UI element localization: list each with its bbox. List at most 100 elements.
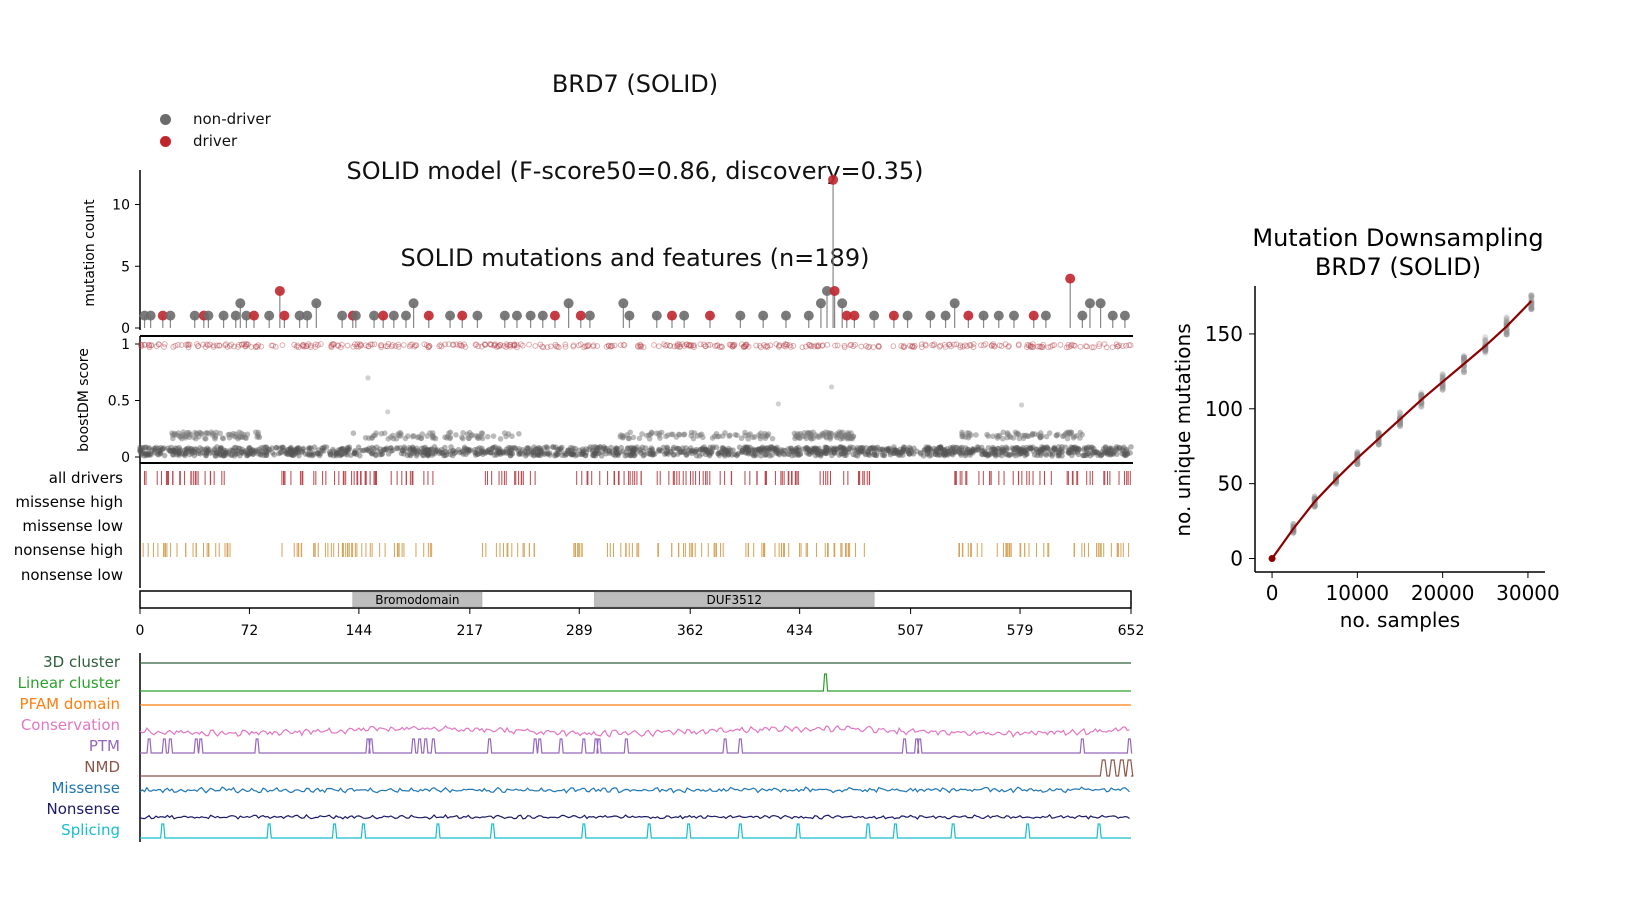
boostdm-point-low — [739, 447, 745, 454]
boostdm-point-low — [982, 449, 988, 455]
boostdm-point-low — [245, 450, 251, 456]
protein-domains: Bromodomain DUF3512 0 72 144 217 289 362 434 507 5… — [136, 590, 1145, 639]
boostdm-point-low — [1049, 453, 1055, 459]
boostdm-point-low — [283, 449, 289, 456]
boostdm-point-low — [355, 444, 362, 450]
boostdm-point-mid — [688, 432, 694, 439]
boostdm-point-low — [743, 445, 750, 452]
needle-nondriver-head — [978, 310, 989, 321]
boostdm-point-low — [858, 448, 865, 455]
boostdm-point-low — [1044, 444, 1050, 450]
boostdm-point-low — [926, 444, 932, 451]
boostdm-point-low — [908, 447, 915, 454]
boostdm-point-low — [538, 448, 545, 455]
boostdm-point-low — [1041, 446, 1048, 453]
boostdm-point-low — [989, 449, 996, 456]
boostdm-point-low — [913, 448, 920, 455]
boostdm-point-low — [627, 451, 633, 458]
boostdm-point-low — [810, 447, 816, 453]
boostdm-point-low — [1012, 452, 1019, 459]
boostdm-point-low — [516, 445, 522, 452]
boostdm-point-low — [830, 446, 837, 453]
boostdm-point-low — [137, 446, 144, 453]
boostdm-point-low — [933, 447, 940, 453]
boostdm-plot: 0 0.5 1 boostDM score — [76, 335, 1134, 466]
boostdm-point-low — [1018, 450, 1025, 457]
boostdm-point-mid — [479, 435, 486, 442]
boostdm-point-low — [1014, 448, 1021, 454]
boostdm-point-low — [333, 451, 339, 458]
boostdm-point-low — [155, 445, 162, 452]
boostdm-point-low — [310, 452, 317, 458]
boostdm-point-low — [632, 446, 639, 452]
boostdm-point-low — [995, 445, 1002, 452]
boostdm-point-low — [263, 452, 270, 458]
boostdm-point-low — [1062, 444, 1069, 451]
boostdm-point-low — [503, 446, 510, 453]
boostdm-point-low — [670, 446, 677, 452]
boostdm-point-low — [622, 452, 629, 459]
boostdm-point-low — [768, 444, 774, 451]
protein-x-tick-label: 652 — [1118, 623, 1145, 639]
boostdm-point-low — [957, 450, 964, 457]
boostdm-point-low — [721, 451, 728, 458]
boostdm-point-low — [1046, 446, 1052, 453]
boostdm-point-low — [859, 445, 866, 451]
boostdm-point-low — [1022, 452, 1028, 459]
boostdm-point-low — [508, 446, 514, 453]
boostdm-point-low — [142, 444, 149, 450]
boostdm-point-low — [647, 451, 654, 458]
downsampling-replicate-point — [1439, 386, 1446, 393]
boostdm-point-low — [1113, 445, 1120, 452]
boostdm-point-low — [476, 445, 483, 451]
boostdm-point-low — [583, 449, 590, 456]
boostdm-point-low — [809, 445, 816, 452]
protein-x-tick-label: 0 — [136, 623, 145, 639]
boostdm-point-low — [373, 452, 379, 459]
boostdm-point-low — [1088, 444, 1094, 451]
boostdm-point-low — [510, 445, 516, 451]
boostdm-point-low — [546, 450, 553, 456]
downsampling-y-tick-label: 0 — [1230, 547, 1243, 571]
track-label: nonsense low — [21, 566, 123, 584]
boostdm-point-low — [433, 448, 439, 455]
boostdm-point-low — [697, 446, 703, 453]
boostdm-point-low — [1109, 447, 1115, 453]
needle-nondriver-head — [525, 310, 536, 321]
boostdm-point-low — [587, 444, 594, 450]
boostdm-point-low — [1037, 450, 1044, 457]
feature-track-label: PTM — [89, 737, 120, 755]
boostdm-point-low — [542, 444, 548, 451]
feature-track-line — [139, 786, 1130, 794]
boostdm-point-low — [936, 444, 942, 451]
boostdm-point-low — [330, 452, 337, 459]
boostdm-point-low — [954, 444, 960, 451]
boostdm-point-low — [746, 449, 752, 455]
boostdm-point-low — [689, 450, 695, 457]
boostdm-point-low — [211, 446, 218, 452]
boostdm-point-mid — [388, 434, 394, 440]
boostdm-point-low — [407, 447, 414, 453]
boostdm-point-low — [841, 446, 847, 452]
boostdm-point-low — [254, 448, 261, 455]
boostdm-point-low — [459, 449, 465, 455]
boostdm-point-low — [569, 450, 576, 456]
boostdm-point-low — [906, 451, 913, 457]
main-title: BRD7 (SOLID) SOLID model (F-score50=0.86… — [300, 12, 970, 302]
boostdm-point-low — [944, 448, 951, 455]
boostdm-point-low — [576, 447, 582, 454]
boostdm-point-low — [979, 448, 986, 455]
boostdm-point-low — [1085, 450, 1091, 457]
boostdm-point-low — [407, 446, 414, 452]
boostdm-point-low — [760, 447, 767, 453]
boostdm-point-low — [338, 451, 345, 457]
boostdm-point-low — [937, 445, 943, 451]
boostdm-point-low — [1023, 451, 1030, 458]
boostdm-point-low — [379, 450, 386, 457]
boostdm-point-low — [579, 449, 586, 455]
boostdm-point-low — [1010, 446, 1016, 453]
boostdm-point-low — [899, 452, 906, 458]
downsampling-y-tick-label: 100 — [1205, 397, 1243, 421]
boostdm-point-low — [838, 448, 845, 455]
boostdm-point-low — [419, 445, 425, 452]
